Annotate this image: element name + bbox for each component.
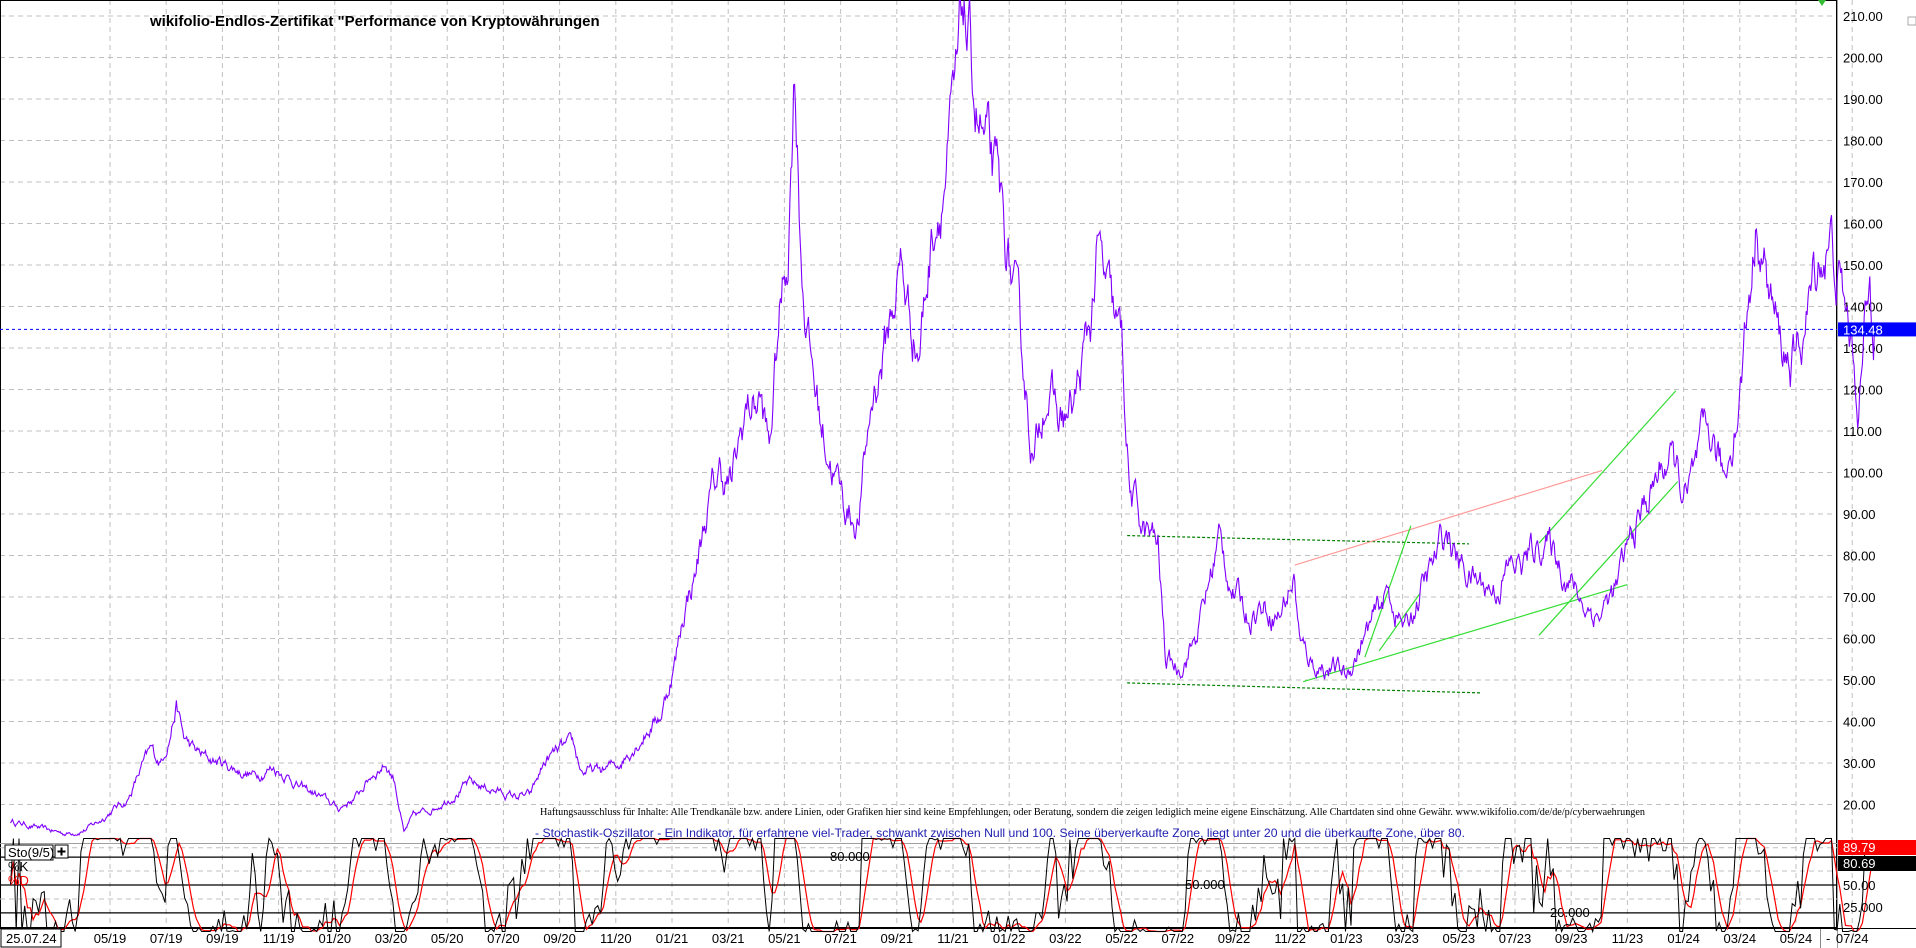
time-tick-label: 07/23 [1499, 931, 1532, 946]
stoch-level-label: 80.000 [830, 849, 870, 864]
grid [0, 0, 1853, 928]
collapse-panel-icon[interactable] [1907, 16, 1916, 26]
price-tick-label: 80.00 [1843, 549, 1876, 564]
legend-d: %D [8, 873, 29, 888]
time-tick-label: 01/24 [1667, 931, 1700, 946]
price-tick-label: 160.00 [1843, 217, 1883, 232]
price-tick-label: 140.00 [1843, 300, 1883, 315]
time-tick-label: 11/19 [263, 931, 295, 946]
time-tick-label: 01/20 [319, 931, 352, 946]
rising-channel-upper-line[interactable] [1538, 390, 1677, 544]
disclaimer-text: Haftungsausschluss für Inhalte: Alle Tre… [540, 806, 1645, 818]
time-tick-label: 09/22 [1218, 931, 1251, 946]
price-tick-label: 70.00 [1843, 590, 1876, 605]
time-tick-label: 05/23 [1443, 931, 1476, 946]
last-price-value: 134.48 [1843, 322, 1883, 337]
price-series-line[interactable] [10, 0, 1875, 837]
price-tick-label: 200.00 [1843, 51, 1883, 66]
time-tick-label: 05/20 [431, 931, 464, 946]
price-tick-label: 90.00 [1843, 507, 1876, 522]
time-tick-label: 11/22 [1274, 931, 1306, 946]
axis-collapse-button[interactable]: - [1826, 931, 1830, 946]
time-tick-label: 01/22 [993, 931, 1026, 946]
time-tick-label: 09/19 [206, 931, 239, 946]
time-tick-label: 07/20 [487, 931, 520, 946]
short-channel-upper-line[interactable] [1364, 525, 1412, 658]
time-tick-label: 01/23 [1330, 931, 1363, 946]
indicator-label-box[interactable] [4, 844, 54, 861]
time-tick-label: 09/20 [543, 931, 576, 946]
stoch-tick-50: 50.00 [1843, 878, 1876, 893]
time-tick-label: 03/20 [375, 931, 408, 946]
channel-top-dashed-line[interactable] [1127, 534, 1469, 545]
trendlines[interactable] [1127, 390, 1679, 694]
marker-triangle-icon [1818, 0, 1826, 6]
time-tick-label: 01/21 [656, 931, 689, 946]
cursor-date: 25.07.24 [6, 931, 57, 946]
time-tick-label: 03/21 [712, 931, 745, 946]
time-tick-label: 07/22 [1162, 931, 1195, 946]
short-channel-lower-line[interactable] [1378, 592, 1421, 652]
price-tick-label: 60.00 [1843, 632, 1876, 647]
time-tick-label: 11/20 [600, 931, 632, 946]
time-tick-label: 03/24 [1724, 931, 1757, 946]
price-tick-label: 40.00 [1843, 715, 1876, 730]
stoch-d-badge [1838, 856, 1916, 871]
price-tick-label: 110.00 [1843, 424, 1882, 439]
stoch-d-value: 80.69 [1843, 856, 1876, 871]
time-tick-label: 09/21 [881, 931, 914, 946]
trend-resistance-pink-line[interactable] [1294, 469, 1603, 566]
time-tick-label: 03/22 [1049, 931, 1082, 946]
indicator-label: Sto(9/5) [8, 845, 54, 860]
chart-title: wikifolio-Endlos-Zertifikat "Performance… [149, 13, 600, 30]
stoch-k-badge [1838, 840, 1916, 855]
trend-support-green-line[interactable] [1302, 583, 1628, 683]
stoch-level-label: 20.000 [1550, 905, 1590, 920]
time-tick-label: 05/22 [1105, 931, 1138, 946]
time-tick-label: 05/21 [768, 931, 801, 946]
cursor-date-box [0, 928, 62, 948]
time-axis[interactable]: 05/19 07/19 09/19 11/19 01/20 03/20 05/20 07/20… [94, 931, 1869, 946]
time-tick-label: 11/21 [937, 931, 969, 946]
time-tick-label: 07/24 [1836, 931, 1869, 946]
price-tick-label: 210.00 [1843, 9, 1883, 24]
price-tick-label: 170.00 [1843, 175, 1883, 190]
add-indicator-icon[interactable] [54, 844, 69, 859]
price-tick-label: 20.00 [1843, 798, 1876, 813]
price-tick-label: 180.00 [1843, 134, 1883, 149]
time-tick-label: 07/19 [150, 931, 183, 946]
channel-bottom-dashed-line[interactable] [1127, 682, 1481, 694]
stoch-tick-25: 25.000 [1843, 900, 1883, 915]
price-tick-label: 120.00 [1843, 383, 1883, 398]
stoch-d-line[interactable] [9, 837, 1875, 933]
time-tick-label: 09/23 [1555, 931, 1588, 946]
legend-k: %K [8, 859, 29, 874]
time-tick-label: 11/23 [1612, 931, 1644, 946]
price-tick-label: 50.00 [1843, 673, 1876, 688]
time-tick-label: 05/24 [1780, 931, 1813, 946]
time-tick-label: 03/23 [1386, 931, 1419, 946]
price-tick-label: 150.00 [1843, 258, 1883, 273]
last-price-badge [1838, 322, 1916, 337]
stoch-level-label: 50.000 [1185, 877, 1225, 892]
time-tick-label: 05/19 [94, 931, 127, 946]
plot-border [0, 0, 1837, 928]
indicator-description: - Stochastik-Oszillator - Ein Indikator,… [535, 826, 1465, 840]
price-tick-label: 100.00 [1843, 466, 1883, 481]
stoch-k-line[interactable] [10, 836, 1874, 934]
price-axis[interactable]: 20.00 30.00 40.00 50.00 60.00 70.00 80.00 90.00… [1843, 9, 1883, 813]
stoch-k-value: 89.79 [1843, 840, 1876, 855]
price-tick-label: 190.00 [1843, 92, 1883, 107]
time-tick-label: 07/21 [824, 931, 857, 946]
price-tick-label: 30.00 [1843, 756, 1876, 771]
rising-channel-lower-line[interactable] [1538, 481, 1679, 636]
